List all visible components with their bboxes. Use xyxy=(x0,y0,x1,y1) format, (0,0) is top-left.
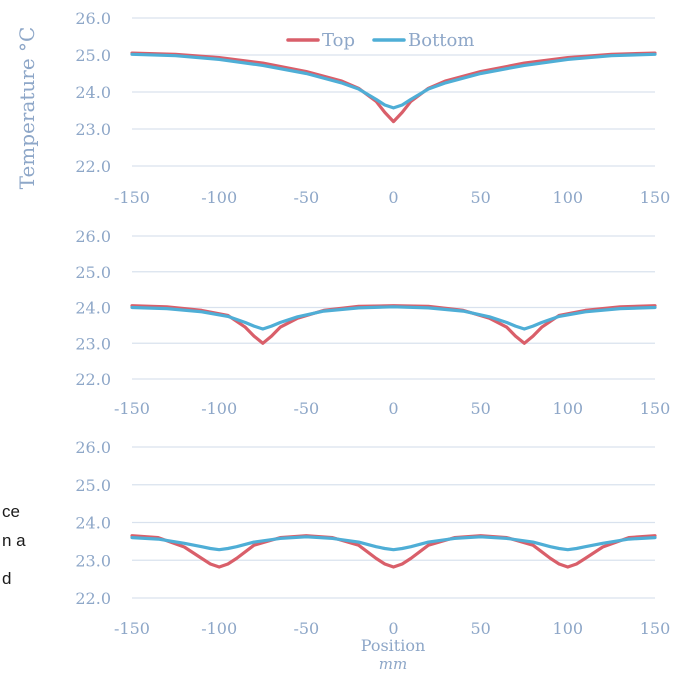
text-fragment: ce xyxy=(2,502,20,521)
x-axis-title: Position xyxy=(361,636,426,655)
cropped-text-fragments: ce n a d xyxy=(2,502,26,588)
y-tick-label: 24.0 xyxy=(75,299,111,318)
text-fragment: n a xyxy=(2,531,26,550)
x-tick-label: 50 xyxy=(470,188,490,207)
x-tick-label: 50 xyxy=(470,399,490,418)
y-axis-title: Temperature °C xyxy=(15,27,39,190)
y-tick-label: 26.0 xyxy=(75,438,111,457)
y-tick-label: 24.0 xyxy=(75,83,111,102)
x-tick-label: -50 xyxy=(293,619,319,638)
x-tick-label: 150 xyxy=(640,619,671,638)
series-line-bottom xyxy=(130,52,657,110)
x-axis-unit: mm xyxy=(379,655,407,673)
series-line-top xyxy=(130,51,657,124)
y-tick-label: 25.0 xyxy=(75,476,111,495)
y-tick-label: 22.0 xyxy=(75,157,111,176)
series-line-top xyxy=(130,534,657,569)
x-tick-label: -50 xyxy=(293,399,319,418)
y-tick-label: 23.0 xyxy=(75,551,111,570)
x-tick-label: 0 xyxy=(388,188,398,207)
x-tick-label: 100 xyxy=(553,399,584,418)
x-tick-label: -50 xyxy=(293,188,319,207)
legend: Top Bottom xyxy=(286,30,474,51)
y-tick-label: 23.0 xyxy=(75,334,111,353)
chart-panel-bottom: 22.0 23.0 24.0 25.0 26.0 -150 -100 -50 0 50 100 150… xyxy=(75,438,670,673)
x-tick-label: -150 xyxy=(114,188,150,207)
y-tick-label: 26.0 xyxy=(75,227,111,246)
x-tick-label: 0 xyxy=(388,399,398,418)
x-tick-label: 100 xyxy=(553,619,584,638)
x-tick-label: 150 xyxy=(640,399,671,418)
legend-label-bottom: Bottom xyxy=(408,30,474,51)
chart-panels: 22.0 23.0 24.0 25.0 26.0 -150 -100 -50 0 50 100 150… xyxy=(15,9,670,673)
x-tick-label: -100 xyxy=(201,619,237,638)
x-tick-label: 100 xyxy=(553,188,584,207)
text-fragment: d xyxy=(2,569,11,588)
x-tick-label: 150 xyxy=(640,188,671,207)
y-tick-label: 22.0 xyxy=(75,370,111,389)
x-tick-label: -100 xyxy=(201,188,237,207)
series-line-bottom xyxy=(130,305,657,331)
x-tick-label: 50 xyxy=(470,619,490,638)
chart-panel-middle: 22.0 23.0 24.0 25.0 26.0 -150 -100 -50 0 50 100 150 xyxy=(75,227,670,418)
y-tick-label: 24.0 xyxy=(75,514,111,533)
y-tick-label: 25.0 xyxy=(75,46,111,65)
legend-label-top: Top xyxy=(322,30,355,51)
y-tick-label: 25.0 xyxy=(75,263,111,282)
y-tick-label: 26.0 xyxy=(75,9,111,28)
x-tick-label: -150 xyxy=(114,399,150,418)
y-tick-label: 22.0 xyxy=(75,589,111,608)
series-line-top xyxy=(130,304,657,345)
chart-panel-top: 22.0 23.0 24.0 25.0 26.0 -150 -100 -50 0 50 100 150… xyxy=(15,9,670,207)
x-tick-label: -100 xyxy=(201,399,237,418)
x-tick-label: -150 xyxy=(114,619,150,638)
y-tick-label: 23.0 xyxy=(75,120,111,139)
x-tick-label: 0 xyxy=(388,619,398,638)
series-line-bottom xyxy=(130,535,657,552)
